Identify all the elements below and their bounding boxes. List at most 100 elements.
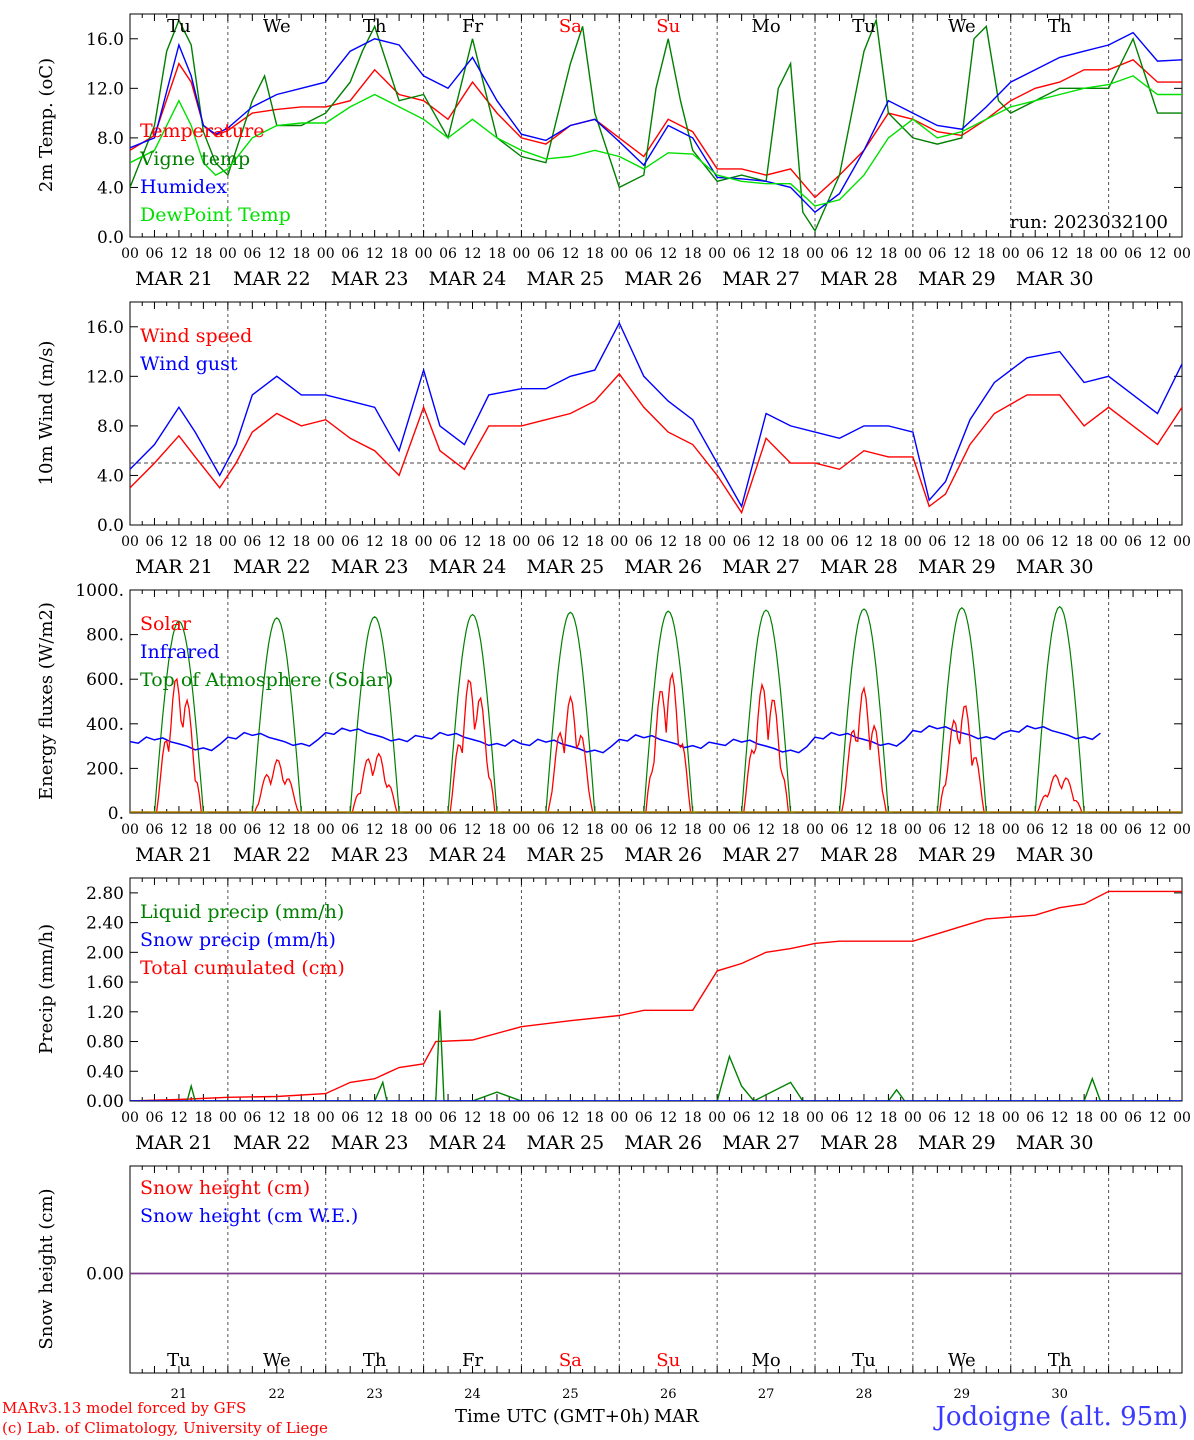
hour-tick-label: 18 [1075, 822, 1093, 838]
solar-line [938, 705, 985, 813]
y-tick-label: 12.0 [86, 367, 124, 387]
hour-tick-label: 18 [292, 534, 310, 550]
y-tick-label: 0.00 [86, 1092, 124, 1112]
hour-tick-label: 06 [733, 822, 751, 838]
bottom-weekday-label: Fr [462, 1350, 483, 1371]
day-label: MAR 21 [135, 268, 213, 290]
day-label: MAR 22 [233, 268, 311, 290]
hour-tick-label: 00 [121, 822, 139, 838]
bottom-weekday-label: We [263, 1350, 291, 1371]
hour-tick-label: 00 [1100, 534, 1118, 550]
day-label: MAR 23 [331, 844, 409, 866]
hour-tick-label: 12 [1149, 1110, 1167, 1126]
hour-tick-label: 12 [170, 246, 188, 262]
hour-tick-label: 06 [1124, 246, 1142, 262]
hour-tick-label: 18 [586, 1110, 604, 1126]
hour-tick-label: 00 [806, 534, 824, 550]
hour-tick-label: 00 [610, 534, 628, 550]
hour-tick-label: 18 [292, 246, 310, 262]
hour-tick-label: 06 [831, 822, 849, 838]
hour-tick-label: 00 [904, 1110, 922, 1126]
y-tick-label: 12.0 [86, 79, 124, 99]
run-label: run: 2023032100 [1010, 212, 1168, 233]
hour-tick-label: 06 [537, 822, 555, 838]
solar-line [253, 758, 300, 813]
hour-tick-label: 18 [977, 822, 995, 838]
hour-tick-label: 00 [415, 534, 433, 550]
day-label: MAR 21 [135, 1132, 213, 1154]
solar-line [1036, 773, 1083, 813]
hour-tick-label: 12 [1149, 534, 1167, 550]
day-label: MAR 30 [1016, 268, 1094, 290]
hour-tick-label: 12 [366, 822, 384, 838]
toa-solar-line [639, 610, 697, 813]
y-tick-label: 2.00 [86, 943, 124, 963]
hour-tick-label: 12 [953, 534, 971, 550]
day-label: MAR 22 [233, 844, 311, 866]
day-number-label: 24 [464, 1387, 481, 1402]
day-label: MAR 28 [820, 268, 898, 290]
day-label: MAR 24 [429, 556, 507, 578]
hour-tick-label: 06 [537, 246, 555, 262]
hour-tick-label: 00 [708, 822, 726, 838]
weekday-label: We [263, 16, 291, 37]
bottom-weekday-label: We [948, 1350, 976, 1371]
weekday-label: Tu [167, 16, 191, 37]
day-label: MAR 24 [429, 844, 507, 866]
series-line [130, 58, 1182, 199]
location-title: Jodoigne (alt. 95m) [935, 1402, 1188, 1432]
day-number-label: 26 [660, 1387, 677, 1402]
series-line [130, 75, 1182, 207]
hour-tick-label: 18 [782, 246, 800, 262]
day-number-label: 21 [171, 1387, 188, 1402]
day-label: MAR 21 [135, 556, 213, 578]
hour-tick-label: 00 [513, 534, 531, 550]
hour-tick-label: 06 [146, 822, 164, 838]
hour-tick-label: 00 [1100, 1110, 1118, 1126]
hour-tick-label: 18 [684, 1110, 702, 1126]
hour-tick-label: 12 [855, 246, 873, 262]
hour-tick-label: 06 [733, 1110, 751, 1126]
day-label: MAR 27 [722, 844, 800, 866]
hour-tick-label: 12 [464, 1110, 482, 1126]
hour-tick-label: 18 [390, 822, 408, 838]
hour-tick-label: 06 [439, 246, 457, 262]
hour-tick-label: 12 [953, 1110, 971, 1126]
legend-entry: Wind gust [140, 353, 238, 375]
hour-tick-label: 06 [831, 534, 849, 550]
series-line [130, 17, 1182, 233]
day-label: MAR 27 [722, 1132, 800, 1154]
legend-entry: Liquid precip (mm/h) [140, 901, 344, 923]
solar-line [351, 752, 398, 813]
bottom-weekday-label: Th [1048, 1350, 1072, 1371]
hour-tick-label: 12 [366, 1110, 384, 1126]
legend-entry: Top of Atmosphere (Solar) [140, 669, 393, 691]
hour-tick-label: 06 [928, 822, 946, 838]
day-label: MAR 30 [1016, 556, 1094, 578]
hour-tick-label: 00 [317, 822, 335, 838]
series-line [130, 321, 1182, 509]
hour-tick-label: 06 [831, 246, 849, 262]
hour-tick-label: 18 [977, 534, 995, 550]
hour-tick-label: 12 [170, 534, 188, 550]
day-label: MAR 23 [331, 556, 409, 578]
credit-line-2: (c) Lab. of Climatology, University of L… [2, 1419, 328, 1437]
hour-tick-label: 00 [219, 246, 237, 262]
hour-tick-label: 06 [146, 1110, 164, 1126]
hour-tick-label: 06 [928, 534, 946, 550]
hour-tick-label: 00 [806, 822, 824, 838]
legend-entry: Infrared [140, 641, 220, 663]
y-tick-label: 1.60 [86, 973, 124, 993]
hour-tick-label: 00 [806, 1110, 824, 1126]
hour-tick-label: 18 [782, 822, 800, 838]
hour-tick-label: 00 [1173, 534, 1191, 550]
hour-tick-label: 00 [219, 822, 237, 838]
hour-tick-label: 00 [904, 534, 922, 550]
hour-tick-label: 06 [733, 534, 751, 550]
infrared-line [130, 725, 1101, 754]
hour-tick-label: 12 [1051, 534, 1069, 550]
hour-tick-label: 06 [243, 1110, 261, 1126]
hour-tick-label: 00 [904, 822, 922, 838]
toa-solar-line [248, 617, 306, 813]
